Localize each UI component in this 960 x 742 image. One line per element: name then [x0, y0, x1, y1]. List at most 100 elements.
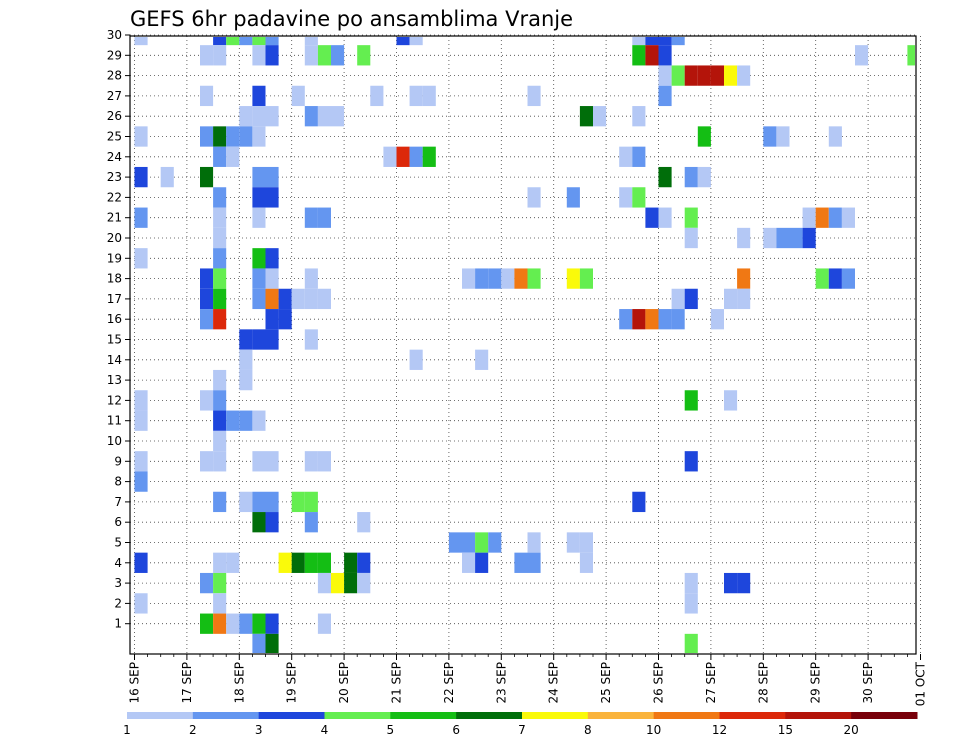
legend-color-swatch	[192, 712, 260, 719]
y-tick-label: 16	[107, 312, 122, 326]
x-tick-label: 17 SEP	[180, 662, 194, 704]
heatmap-cell	[737, 227, 751, 249]
heatmap-cell	[252, 37, 266, 46]
heatmap-cell	[226, 613, 240, 634]
heatmap-cell	[252, 512, 266, 533]
heatmap-cell	[684, 166, 698, 188]
legend-label: 8	[584, 723, 592, 737]
x-tick-label: 30 SEP	[861, 662, 875, 704]
heatmap-cell	[828, 126, 842, 147]
heatmap-cell	[475, 552, 489, 573]
heatmap-cell	[252, 633, 266, 653]
heatmap-cell	[304, 451, 318, 472]
heatmap-cell	[527, 187, 541, 208]
legend-color-swatch	[324, 712, 391, 719]
heatmap-cell	[724, 390, 738, 411]
heatmap-cell	[841, 268, 855, 289]
y-tick-label: 9	[114, 454, 122, 468]
heatmap-cell	[344, 572, 358, 594]
heatmap-cell	[383, 146, 397, 167]
heatmap-cell	[710, 65, 724, 86]
heatmap-cell	[304, 512, 318, 533]
heatmap-cell	[789, 227, 803, 249]
heatmap-cell	[724, 65, 738, 86]
heatmap-cell	[645, 309, 659, 330]
heatmap-cell	[658, 37, 672, 46]
heatmap-cell	[226, 552, 240, 573]
heatmap-cell	[658, 309, 672, 330]
heatmap-cell	[566, 268, 580, 289]
heatmap-cell	[239, 613, 253, 634]
heatmap-cell	[317, 451, 331, 472]
heatmap-cell	[265, 491, 279, 513]
heatmap-cell	[658, 85, 672, 107]
heatmap-cell	[645, 37, 659, 46]
heatmap-cell	[671, 65, 685, 86]
heatmap-cell	[763, 126, 777, 147]
heatmap-cell	[527, 85, 541, 107]
heatmap-cell	[684, 390, 698, 411]
heatmap-cell	[200, 572, 214, 594]
heatmap-cell	[357, 572, 371, 594]
heatmap-cell	[252, 166, 266, 188]
heatmap-cell	[317, 207, 331, 228]
heatmap-cell	[134, 390, 148, 411]
heatmap-cell	[213, 430, 227, 452]
heatmap-cell	[213, 309, 227, 330]
heatmap-cell	[213, 572, 227, 594]
heatmap-cell	[304, 106, 318, 127]
heatmap-cell	[252, 613, 266, 634]
heatmap-cell	[213, 552, 227, 573]
y-tick-label: 14	[107, 353, 122, 367]
heatmap-cell	[697, 65, 711, 86]
heatmap-cell	[409, 37, 423, 46]
legend-color-swatch	[587, 712, 655, 719]
heatmap-cell	[213, 613, 227, 634]
heatmap-cell	[527, 552, 541, 573]
legend-label: 6	[452, 723, 460, 737]
heatmap-cell	[462, 552, 476, 573]
y-tick-label: 4	[114, 556, 122, 570]
heatmap-cell	[200, 268, 214, 289]
heatmap-cell	[134, 471, 148, 492]
heatmap-cell	[226, 410, 240, 431]
heatmap-cell	[265, 166, 279, 188]
heatmap-cell	[213, 390, 227, 411]
x-tick-label: 01 OCT	[914, 661, 928, 706]
heatmap-cell	[566, 532, 580, 553]
heatmap-cell	[331, 106, 345, 127]
heatmap-cell	[579, 268, 593, 289]
y-tick-label: 5	[114, 536, 122, 550]
y-tick-label: 27	[107, 89, 122, 103]
heatmap-cell	[213, 187, 227, 208]
heatmap-cell	[213, 288, 227, 310]
heatmap-cell	[658, 166, 672, 188]
heatmap-cell	[697, 126, 711, 147]
y-tick-label: 19	[107, 251, 122, 265]
heatmap-cell	[134, 207, 148, 228]
heatmap-cell	[265, 268, 279, 289]
heatmap-cell	[357, 45, 371, 66]
heatmap-cell	[252, 85, 266, 107]
heatmap-cell	[239, 369, 253, 391]
heatmap-cell	[265, 633, 279, 653]
y-tick-label: 21	[107, 211, 122, 225]
y-tick-label: 18	[107, 272, 122, 286]
heatmap-cell	[632, 37, 646, 46]
x-tick-label: 23 SEP	[494, 662, 508, 704]
heatmap-cell	[239, 106, 253, 127]
y-tick-label: 25	[107, 130, 122, 144]
heatmap-cell	[278, 309, 292, 330]
x-tick-label: 25 SEP	[599, 662, 613, 704]
y-tick-label: 13	[107, 373, 122, 387]
heatmap-cell	[527, 268, 541, 289]
heatmap-cell	[213, 207, 227, 228]
heatmap-cell	[265, 451, 279, 472]
heatmap-cell	[265, 37, 279, 46]
heatmap-cell	[134, 126, 148, 147]
plot-frame	[129, 35, 917, 655]
heatmap-cell	[134, 410, 148, 431]
heatmap-cell	[448, 532, 462, 553]
y-tick-label: 6	[114, 515, 122, 529]
y-tick-label: 24	[107, 150, 122, 164]
